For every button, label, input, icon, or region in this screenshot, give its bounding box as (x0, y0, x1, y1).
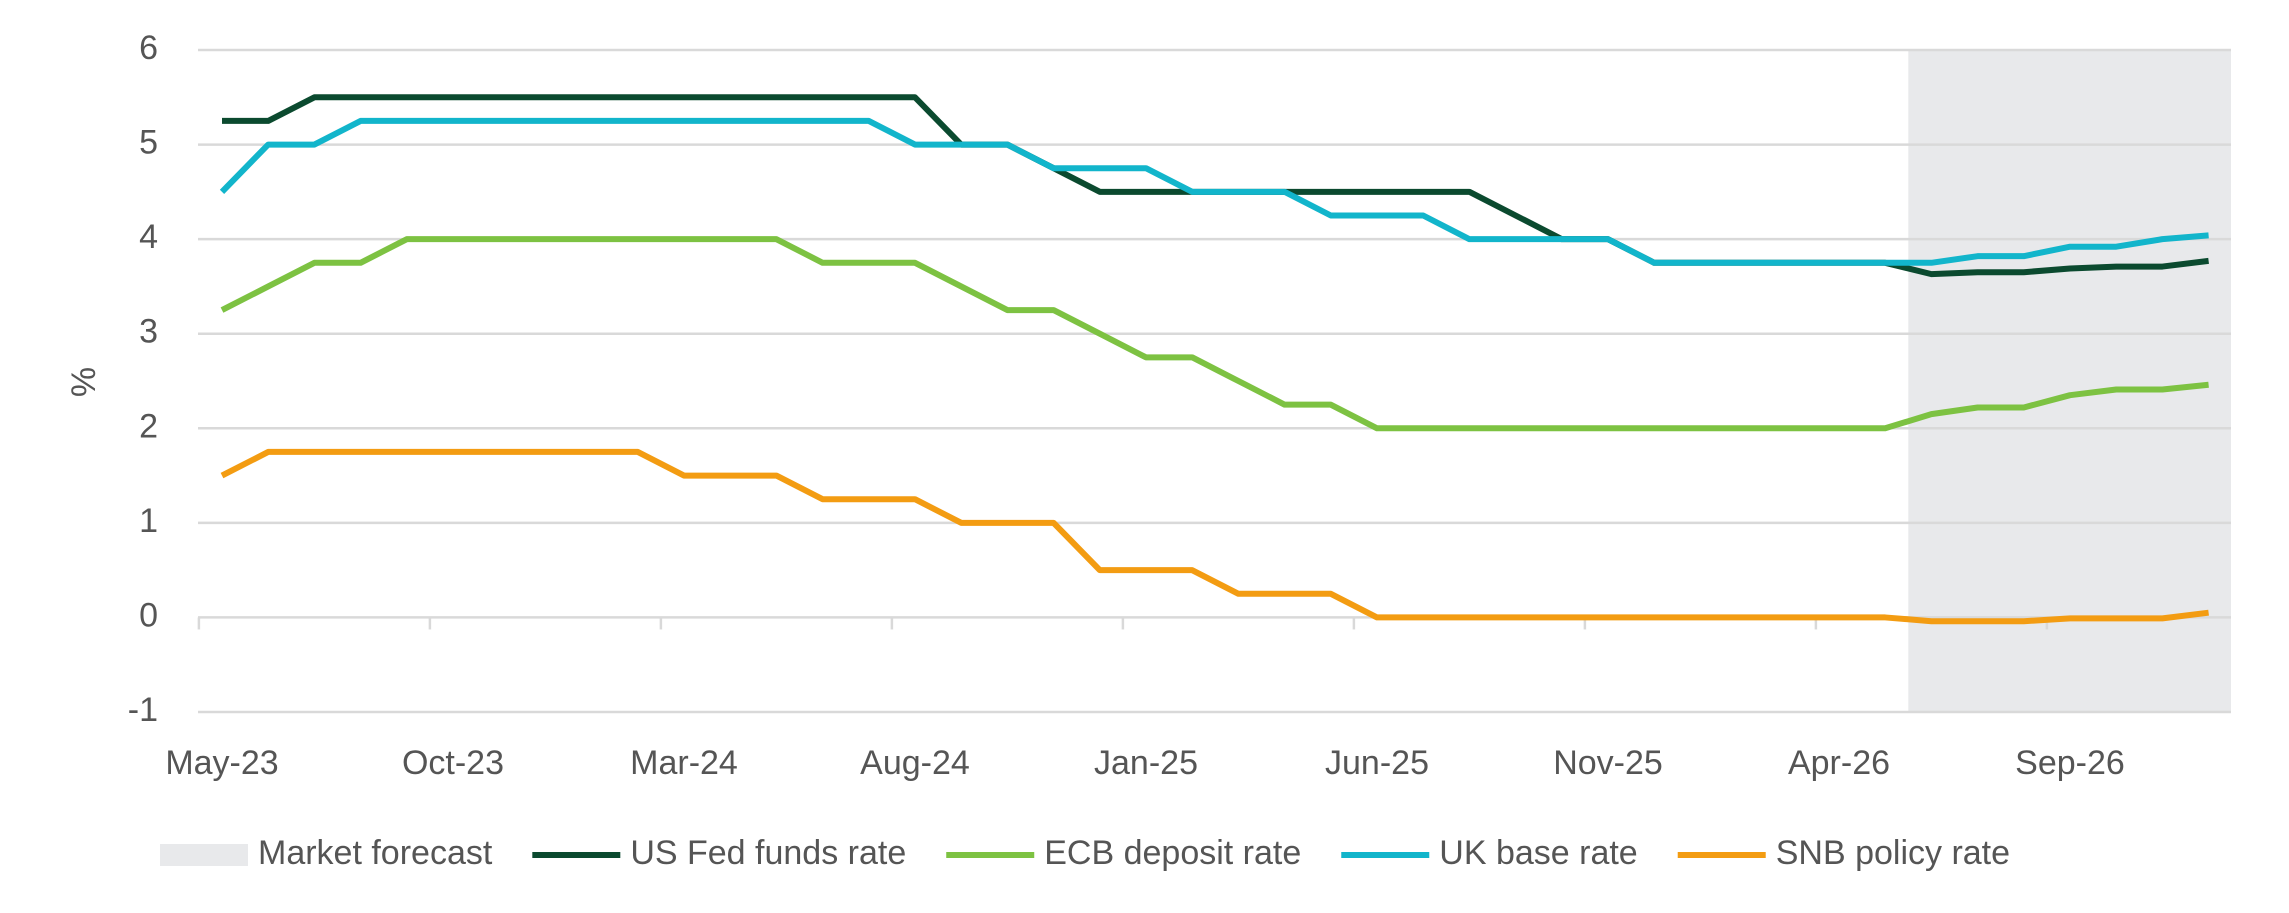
y-tick-label: 1 (139, 502, 158, 540)
x-tick-label: Mar-24 (630, 744, 738, 782)
forecast-area (1908, 50, 2231, 712)
series-line (219, 117, 2209, 266)
y-tick-label: 0 (139, 596, 158, 634)
x-tick-label: Aug-24 (860, 744, 970, 782)
x-tick-label: Jun-25 (1325, 744, 1429, 782)
x-tick-label: Apr-26 (1788, 744, 1890, 782)
y-tick-label: 3 (139, 313, 158, 351)
y-tick-label: -1 (128, 691, 158, 729)
y-tick-label: 2 (139, 407, 158, 445)
legend-label: US Fed funds rate (630, 834, 906, 872)
x-tick-label: Oct-23 (402, 744, 504, 782)
y-axis-label: % (65, 367, 103, 397)
x-tick-label: May-23 (165, 744, 278, 782)
legend-swatch (160, 844, 248, 866)
y-tick-label: 4 (139, 218, 158, 256)
legend-label: Market forecast (258, 834, 493, 872)
legend-label: UK base rate (1439, 834, 1637, 872)
y-tick-label: 5 (139, 124, 158, 162)
legend-label: SNB policy rate (1776, 834, 2010, 872)
legend-label: ECB deposit rate (1044, 834, 1301, 872)
x-tick-label: Nov-25 (1553, 744, 1663, 782)
series-line (220, 236, 2209, 432)
series-line (220, 448, 2209, 625)
x-tick-label: Sep-26 (2015, 744, 2125, 782)
y-tick-label: 6 (139, 29, 158, 67)
x-tick-label: Jan-25 (1094, 744, 1198, 782)
